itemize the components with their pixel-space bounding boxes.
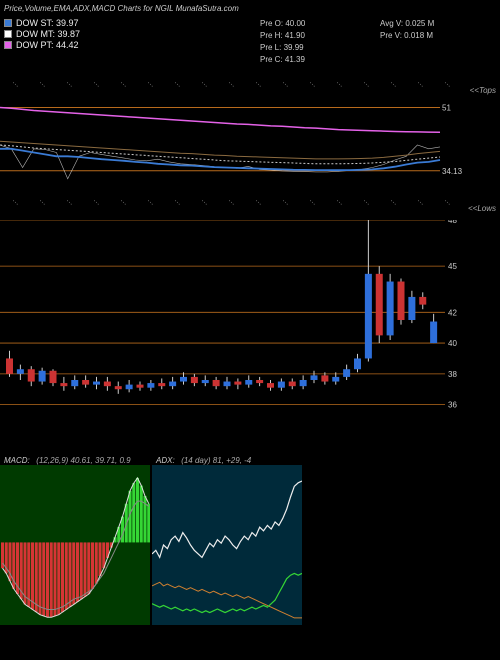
date-ticks-lower: ⋮⋮⋮⋮⋮⋮⋮⋮⋮⋮⋮⋮⋮⋮⋮⋮⋮ [0, 204, 460, 216]
macd-chart [0, 465, 150, 625]
candle-panel: 36 38 40 42 45 48 [0, 220, 470, 420]
legend-swatch [4, 41, 12, 49]
volume-stats: Avg V: 0.025 MPre V: 0.018 M [380, 18, 434, 42]
ema-panel: 34.13 51 [0, 100, 470, 190]
macd-label: MACD: [4, 456, 30, 465]
svg-text:42: 42 [448, 308, 457, 317]
legend-swatch [4, 19, 12, 27]
macd-params: (12,26,9) 40.61, 39.71, 0.9 [36, 456, 130, 465]
adx-panel: ADX: (14 day) 81, +29, -4 [152, 455, 302, 645]
adx-chart [152, 465, 302, 625]
ohlc-stats: Pre O: 40.00Pre H: 41.90Pre L: 39.99Pre … [260, 18, 305, 66]
tops-axis-label: <<Tops [470, 86, 496, 95]
date-ticks-upper: ⋮⋮⋮⋮⋮⋮⋮⋮⋮⋮⋮⋮⋮⋮⋮⋮⋮ [0, 86, 460, 98]
macd-panel: MACD: (12,26,9) 40.61, 39.71, 0.9 [0, 455, 150, 645]
page-title: Price,Volume,EMA,ADX,MACD Charts for NGI… [4, 4, 239, 13]
svg-text:34.13: 34.13 [442, 167, 463, 176]
ema-chart: 34.13 51 [0, 100, 470, 190]
svg-text:40: 40 [448, 339, 457, 348]
svg-text:38: 38 [448, 370, 457, 379]
candlestick-chart: 36 38 40 42 45 48 [0, 220, 470, 420]
svg-text:36: 36 [448, 401, 457, 410]
adx-params: (14 day) 81, +29, -4 [181, 456, 251, 465]
svg-text:51: 51 [442, 104, 451, 113]
legend-swatch [4, 30, 12, 38]
legend: DOW ST: 39.97DOW MT: 39.87DOW PT: 44.42 [4, 18, 80, 51]
svg-text:48: 48 [448, 220, 457, 225]
svg-text:45: 45 [448, 262, 457, 271]
lows-axis-label: <<Lows [468, 204, 496, 213]
legend-label: DOW ST: 39.97 [16, 18, 79, 28]
legend-label: DOW PT: 44.42 [16, 40, 79, 50]
adx-label: ADX: [156, 456, 175, 465]
legend-label: DOW MT: 39.87 [16, 29, 80, 39]
